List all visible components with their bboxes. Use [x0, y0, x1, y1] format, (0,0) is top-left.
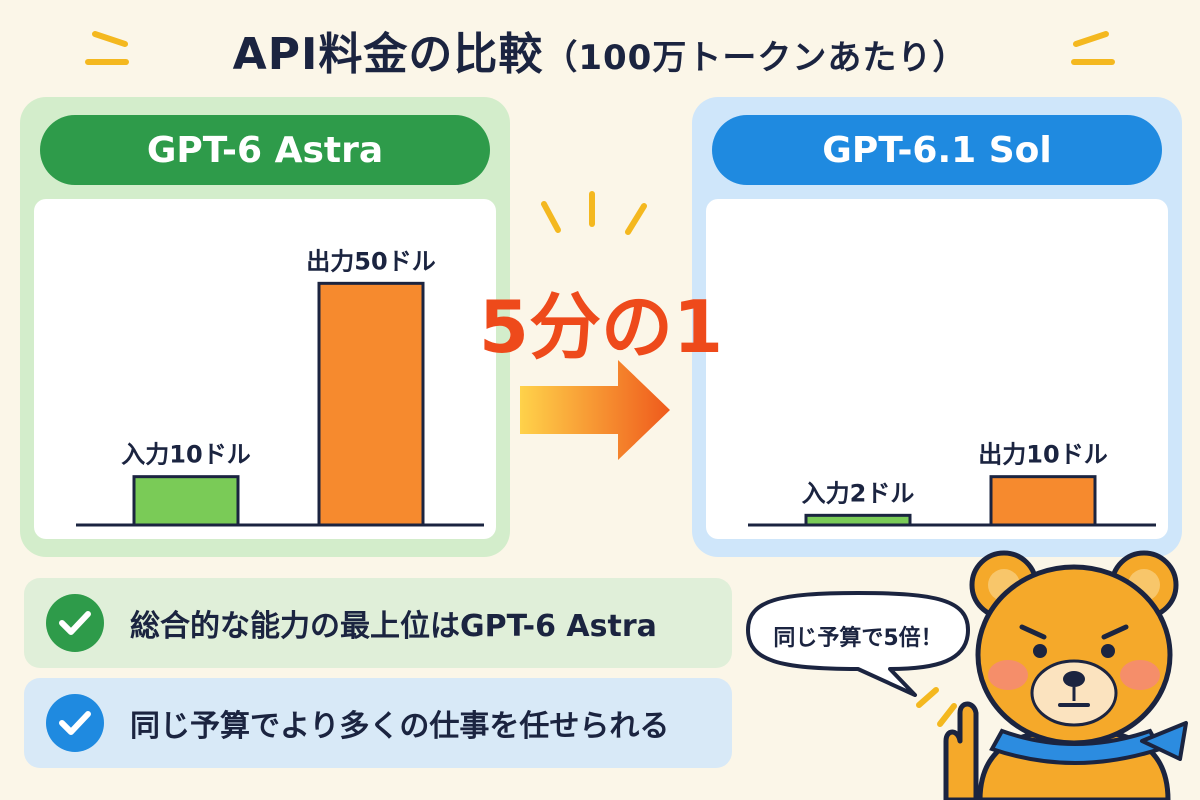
- ratio-text: 5分の1: [478, 285, 724, 369]
- title-subtitle: （100万トークンあたり）: [543, 38, 968, 78]
- sol-chart: 入力2ドル 出力10ドル: [748, 441, 1156, 527]
- check-text-capability: 総合的な能力の最上位はGPT-6 Astra: [130, 609, 657, 644]
- sol-panel: GPT-6.1 Sol 入力2ドル 出力10ドル: [692, 97, 1182, 557]
- sol-chart-body: 入力2ドル 出力10ドル: [706, 199, 1168, 539]
- sol-label-output: 出力10ドル: [978, 441, 1107, 469]
- astra-label-output: 出力50ドル: [306, 247, 435, 275]
- astra-label-input: 入力10ドル: [121, 441, 250, 469]
- title-main: API料金の比較: [232, 29, 544, 80]
- check-row-capability: 総合的な能力の最上位はGPT-6 Astra: [24, 578, 732, 668]
- astra-chart: 入力10ドル 出力50ドル: [76, 247, 484, 527]
- arrow-right-icon: [520, 360, 670, 460]
- astra-header: GPT-6 Astra: [40, 115, 490, 185]
- astra-bar-output: [317, 281, 425, 527]
- astra-bar-input: [132, 475, 240, 527]
- check-icon: [46, 694, 104, 752]
- mascot-speech: 同じ予算で5倍！: [773, 626, 943, 651]
- bear-mascot-icon: [746, 550, 1188, 800]
- check-row-budget: 同じ予算でより多くの仕事を任せられる: [24, 678, 732, 768]
- astra-panel: GPT-6 Astra 入力10ドル 出力50ドル: [20, 97, 510, 557]
- sol-label-input: 入力2ドル: [802, 479, 915, 507]
- check-icon: [46, 594, 104, 652]
- check-text-budget: 同じ予算でより多くの仕事を任せられる: [130, 709, 670, 744]
- astra-chart-body: 入力10ドル 出力50ドル: [34, 199, 496, 539]
- sol-header: GPT-6.1 Sol: [712, 115, 1162, 185]
- sol-bar-output: [989, 475, 1097, 527]
- page-title: API料金の比較（100万トークンあたり）: [0, 18, 1200, 82]
